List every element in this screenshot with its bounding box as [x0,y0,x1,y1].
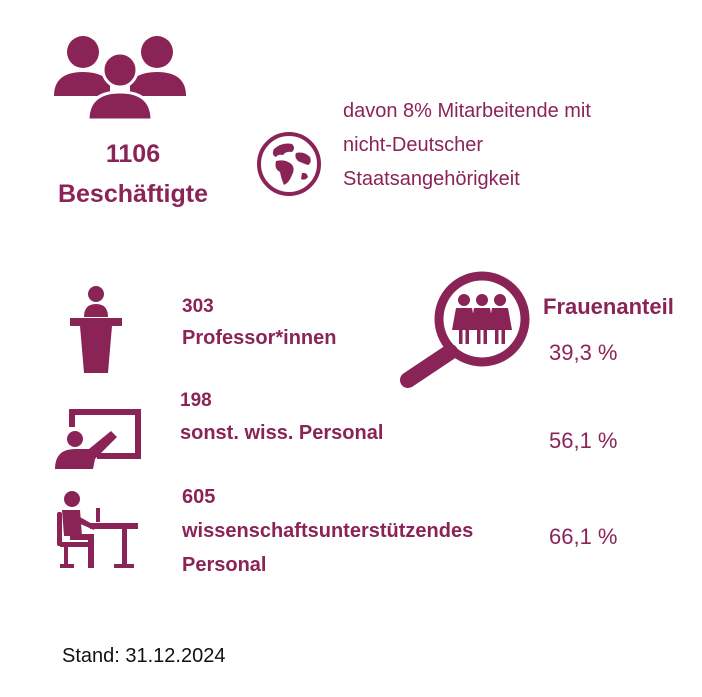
women-share-support-staff: 66,1 % [549,524,618,549]
women-share-other-scientific: 56,1 % [549,428,618,453]
group-label-support-staff-line-2: Personal [182,554,267,576]
women-share-heading: Frauenanteil [543,294,674,319]
international-line-3: Staatsangehörigkeit [343,168,520,190]
international-line-2: nicht-Deutscher [343,134,484,156]
stand-date: Stand: 31.12.2024 [62,645,226,667]
lectern-icon [70,285,122,375]
staff-total-label: Beschäftigte [57,180,209,208]
group-count-support-staff: 605 [182,486,216,508]
group-count-professors: 303 [182,296,214,317]
women-share-professors: 39,3 % [549,340,618,365]
office-worker-icon [56,490,138,570]
international-line-1: davon 8% Mitarbeitende mit [343,100,591,122]
magnifier-women-icon [396,270,538,392]
staff-total: 1106 [105,140,161,168]
presentation-board-icon [53,405,145,469]
globe-icon [256,131,322,197]
group-label-support-staff-line-1: wissenschaftsunterstützendes [182,520,474,542]
group-label-professors: Professor*innen [182,327,337,349]
group-count-other-scientific: 198 [180,390,212,411]
people-group-icon [52,34,188,120]
group-label-other-scientific: sonst. wiss. Personal [180,422,384,444]
